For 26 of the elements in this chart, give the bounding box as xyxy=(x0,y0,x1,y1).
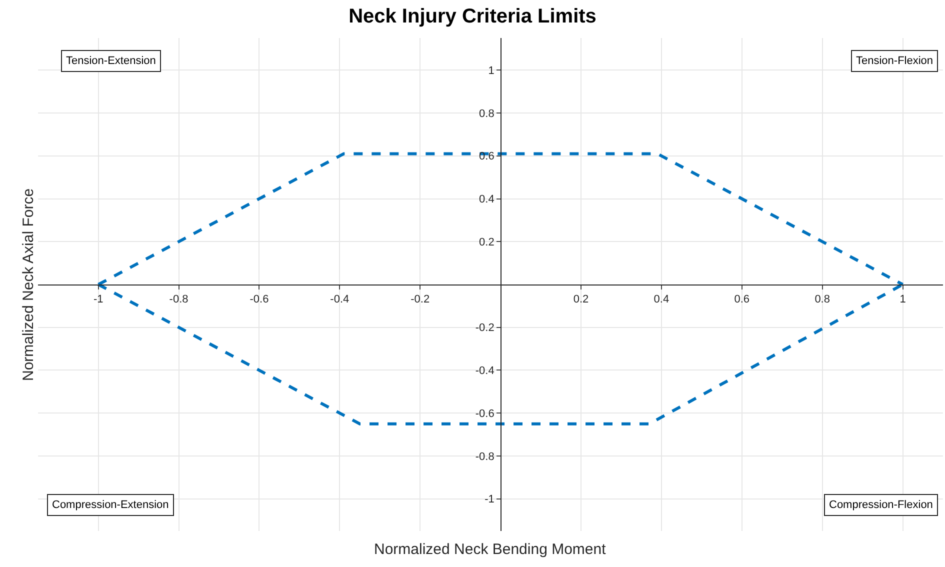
x-axis-title: Normalized Neck Bending Moment xyxy=(374,541,607,558)
y-tick-label: 0.4 xyxy=(479,194,494,206)
chart-title: Neck Injury Criteria Limits xyxy=(348,6,596,28)
x-tick-label: -0.2 xyxy=(410,294,430,306)
y-tick-label: 0.2 xyxy=(479,236,494,248)
y-axis-title: Normalized Neck Axial Force xyxy=(20,188,37,381)
x-tick-label: -0.4 xyxy=(330,294,350,306)
y-tick-label: -0.6 xyxy=(475,408,494,420)
x-tick-label: 0.2 xyxy=(573,294,589,306)
annotation: Compression-Flexion xyxy=(829,499,933,511)
x-tick-label: -1 xyxy=(93,294,104,306)
annotation: Tension-Extension xyxy=(66,55,156,67)
y-tick-label: -0.4 xyxy=(475,365,494,378)
y-tick-label: -0.2 xyxy=(475,322,494,334)
x-tick-label: 0.4 xyxy=(654,294,670,306)
x-tick-label: -0.8 xyxy=(169,294,188,306)
annotation: Tension-Flexion xyxy=(856,55,934,67)
y-tick-label: -1 xyxy=(484,494,494,506)
y-tick-label: 1 xyxy=(488,65,494,77)
annotation: Compression-Extension xyxy=(52,499,169,511)
x-tick-label: 1 xyxy=(900,294,906,306)
x-tick-label: -0.6 xyxy=(250,294,269,306)
y-tick-label: -0.8 xyxy=(475,450,494,463)
x-tick-label: 0.8 xyxy=(814,294,830,306)
y-tick-label: 0.8 xyxy=(479,108,494,120)
x-tick-label: 0.6 xyxy=(734,294,750,306)
